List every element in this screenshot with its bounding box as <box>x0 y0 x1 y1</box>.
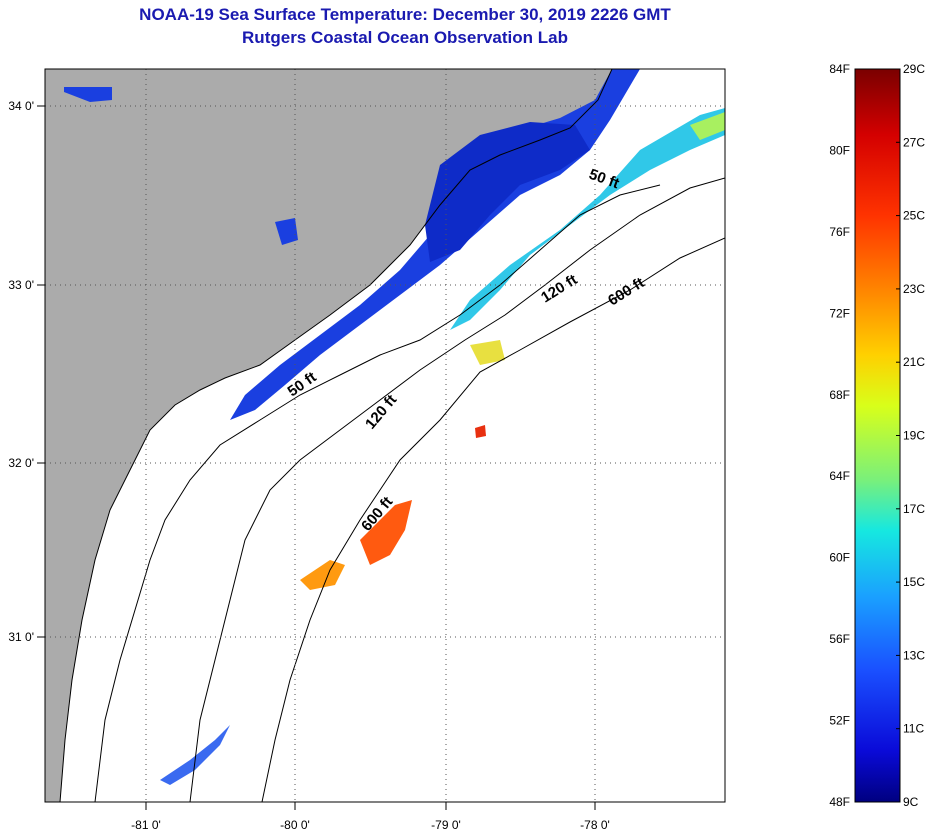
lon-label-81: -81 0' <box>131 818 161 832</box>
land-mass <box>45 69 612 802</box>
sst-lake-patch <box>64 87 112 102</box>
map-panel: 50 ft 120 ft 600 ft 50 ft 120 ft 600 ft <box>45 69 725 802</box>
colorbar-f-label: 64F <box>829 469 850 483</box>
isobath-120ft <box>189 177 725 802</box>
lat-label-32: 32 0' <box>8 456 34 470</box>
sst-nearshore-blue-south <box>160 725 230 785</box>
colorbar-f-label: 48F <box>829 795 850 809</box>
lon-label-78: -78 0' <box>580 818 610 832</box>
colorbar-c-label: 13C <box>903 648 925 662</box>
sst-cold-patch-1 <box>425 122 590 262</box>
colorbar-celsius-labels: 29C 27C 25C 23C 21C 19C 17C 15C 13C 11C 9C <box>896 62 925 809</box>
colorbar-c-label: 29C <box>903 62 925 76</box>
lat-label-34: 34 0' <box>8 99 34 113</box>
sst-green-streak <box>690 112 725 140</box>
sst-warm-patch-1 <box>360 500 412 565</box>
colorbar-f-label: 60F <box>829 551 850 565</box>
colorbar-c-label: 15C <box>903 575 925 589</box>
sst-warm-patch-2 <box>300 560 345 590</box>
sst-yellow-patch <box>470 340 505 365</box>
colorbar-f-label: 80F <box>829 143 850 157</box>
lon-label-80: -80 0' <box>280 818 310 832</box>
lon-label-79: -79 0' <box>431 818 461 832</box>
colorbar-c-label: 9C <box>903 795 919 809</box>
colorbar-f-label: 84F <box>829 62 850 76</box>
lat-label-31: 31 0' <box>8 630 34 644</box>
colorbar-f-label: 68F <box>829 388 850 402</box>
sst-red-spot <box>475 425 486 438</box>
axis-ticks <box>37 105 596 810</box>
lat-label-33: 33 0' <box>8 278 34 292</box>
isobath-600ft <box>261 237 725 802</box>
colorbar-f-label: 56F <box>829 632 850 646</box>
colorbar-f-label: 76F <box>829 225 850 239</box>
title-line-2: Rutgers Coastal Ocean Observation Lab <box>242 28 568 47</box>
colorbar-c-label: 11C <box>903 722 924 736</box>
colorbar-c-label: 23C <box>903 282 925 296</box>
sst-lake-patch-2 <box>275 218 298 245</box>
colorbar-f-label: 52F <box>829 714 850 728</box>
gridlines <box>45 69 725 802</box>
colorbar: 84F 80F 76F 72F 68F 64F 60F 56F 52F 48F 29C 27C 25C… <box>829 62 925 809</box>
colorbar-c-label: 25C <box>903 209 925 223</box>
colorbar-f-label: 72F <box>829 306 850 320</box>
coastline <box>59 69 613 802</box>
colorbar-c-label: 21C <box>903 355 925 369</box>
colorbar-c-label: 27C <box>903 135 925 149</box>
sst-cyan-band <box>450 108 725 330</box>
colorbar-fahrenheit-labels: 84F 80F 76F 72F 68F 64F 60F 56F 52F 48F <box>829 62 850 809</box>
colorbar-c-label: 17C <box>903 502 925 516</box>
colorbar-c-label: 19C <box>903 429 925 443</box>
isobath-50ft <box>94 184 661 802</box>
colorbar-gradient <box>854 68 901 803</box>
map-frame <box>44 68 726 803</box>
title-line-1: NOAA-19 Sea Surface Temperature: Decembe… <box>139 5 671 24</box>
